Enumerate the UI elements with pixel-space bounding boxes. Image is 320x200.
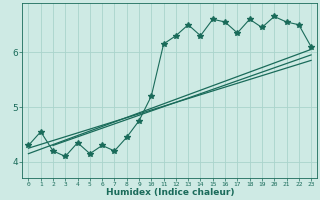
X-axis label: Humidex (Indice chaleur): Humidex (Indice chaleur) <box>106 188 234 197</box>
